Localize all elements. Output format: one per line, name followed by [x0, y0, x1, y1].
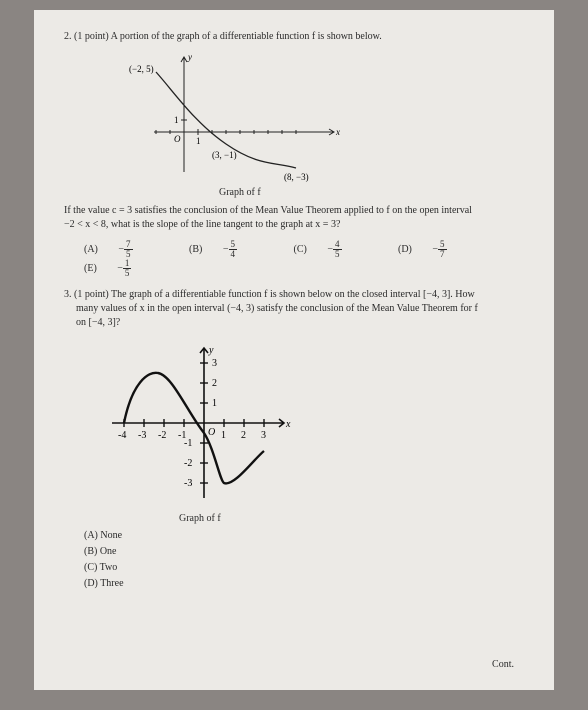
q2-number: 2. — [64, 31, 72, 42]
q3-ylabel: y — [208, 345, 214, 356]
q3-number: 3. — [64, 289, 72, 300]
q2-ytic1: 1 — [174, 115, 179, 125]
q2-pt2: (3, −1) — [212, 150, 237, 160]
svg-text:3: 3 — [212, 358, 217, 369]
q2-pt3: (8, −3) — [284, 172, 309, 182]
q3-graph: y x O -4 -3 -2 -1 1 2 3 — [104, 338, 524, 524]
svg-text:-4: -4 — [118, 430, 126, 441]
q2-stem-text: A portion of the graph of a differentiab… — [111, 31, 382, 42]
svg-text:-2: -2 — [184, 458, 192, 469]
svg-text:-3: -3 — [138, 430, 146, 441]
q3-points: (1 point) — [74, 289, 109, 300]
q3-choice-d: (D) Three — [84, 576, 524, 592]
q3-choice-c: (C) Two — [84, 560, 524, 576]
q3-graph-caption: Graph of f — [179, 513, 524, 524]
q3-origin: O — [208, 427, 215, 438]
svg-text:-1: -1 — [184, 438, 192, 449]
q2-graph-caption: Graph of f — [219, 187, 524, 198]
q2-xlabel: x — [335, 127, 340, 137]
q2-condition: If the value c = 3 satisfies the conclus… — [64, 204, 524, 232]
q3-graph-svg: y x O -4 -3 -2 -1 1 2 3 — [104, 338, 304, 508]
q2-graph-svg: 1 1 (−2, 5) (3, −1) (8, −3) O — [124, 52, 344, 182]
svg-text:3: 3 — [261, 430, 266, 441]
q2-choice-d: (D) −57 — [398, 240, 483, 259]
exam-page: 2. (1 point) A portion of the graph of a… — [34, 10, 554, 690]
q3-stem: 3. (1 point) The graph of a differentiab… — [64, 288, 524, 330]
q2-graph: 1 1 (−2, 5) (3, −1) (8, −3) O — [124, 52, 524, 198]
svg-text:2: 2 — [241, 430, 246, 441]
q2-origin: O — [174, 134, 181, 144]
q2-ylabel: y — [187, 52, 192, 62]
q2-choice-a: (A) −75 — [84, 240, 169, 259]
q3-choices: (A) None (B) One (C) Two (D) Three — [84, 528, 524, 592]
svg-text:1: 1 — [221, 430, 226, 441]
q3-xlabel: x — [285, 419, 291, 430]
q2-xtic1: 1 — [196, 136, 201, 146]
svg-text:1: 1 — [212, 398, 217, 409]
svg-text:-2: -2 — [158, 430, 166, 441]
svg-text:2: 2 — [212, 378, 217, 389]
q2-choice-e: (E) −15 — [84, 259, 167, 278]
q2-pt1: (−2, 5) — [129, 64, 154, 74]
q2-stem: 2. (1 point) A portion of the graph of a… — [64, 30, 524, 44]
q2-points: (1 point) — [74, 31, 109, 42]
footer-cont: Cont. — [492, 659, 514, 670]
svg-text:-3: -3 — [184, 478, 192, 489]
q3-choice-a: (A) None — [84, 528, 524, 544]
q2-choice-c: (C) −45 — [294, 240, 378, 259]
q3-choice-b: (B) One — [84, 544, 524, 560]
q2-choices: (A) −75 (B) −54 (C) −45 (D) −57 (E) −15 — [84, 240, 524, 278]
q2-choice-b: (B) −54 — [189, 240, 273, 259]
